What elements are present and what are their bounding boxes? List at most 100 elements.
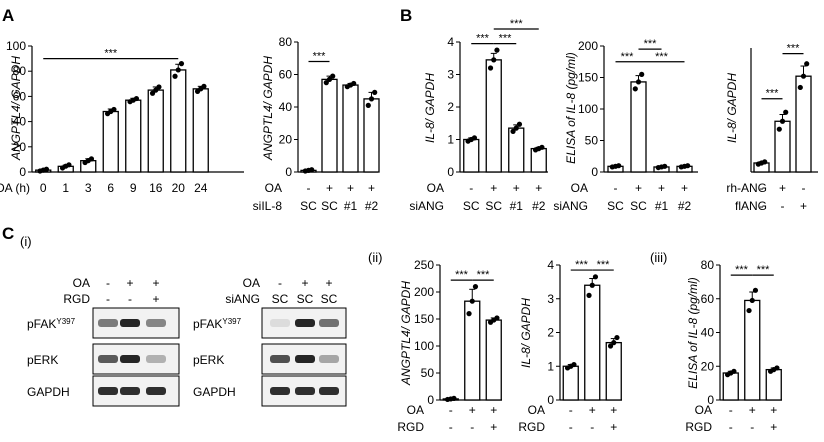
condition-label: - xyxy=(307,181,311,195)
data-point xyxy=(804,61,810,67)
row-label: OA xyxy=(695,403,712,417)
data-point xyxy=(351,80,357,87)
condition-label: - xyxy=(569,403,573,417)
western-blot1: OA RGD - + + - - + pFAKY397 pERK GAPDH xyxy=(27,276,180,407)
blot-band xyxy=(120,355,140,363)
y-tick-label: 40 xyxy=(279,100,293,114)
data-point xyxy=(88,156,95,162)
blot-band xyxy=(146,319,166,327)
y-tick-label: 0 xyxy=(19,165,26,179)
y-tick-label: 150 xyxy=(414,312,434,326)
band-label-superscript: Y397 xyxy=(222,317,241,326)
condition-label: + xyxy=(610,403,617,417)
blot-band xyxy=(295,387,315,395)
row-label: RGD xyxy=(518,420,545,434)
data-point xyxy=(639,71,645,77)
y-tick-label: 20 xyxy=(701,359,715,373)
data-point xyxy=(571,361,577,368)
data-point xyxy=(471,135,478,141)
sig-label: *** xyxy=(655,51,669,63)
data-point xyxy=(616,163,622,169)
bar xyxy=(102,110,119,173)
data-point xyxy=(172,73,178,79)
bar xyxy=(170,69,187,173)
band-label: GAPDH xyxy=(193,385,236,399)
condition-label: + xyxy=(152,276,159,290)
condition-label: + xyxy=(681,181,688,195)
data-point xyxy=(156,84,162,90)
data-point xyxy=(326,76,333,82)
y-tick-label: 0 xyxy=(591,165,598,179)
data-point xyxy=(632,86,638,92)
y-tick-label: 40 xyxy=(13,115,27,129)
data-point xyxy=(731,368,737,374)
data-point xyxy=(201,83,207,89)
data-point xyxy=(494,47,500,53)
bar xyxy=(722,372,739,401)
sig-label: *** xyxy=(477,269,491,281)
condition-label: SC xyxy=(607,199,624,213)
condition-label: + xyxy=(152,292,159,306)
sig-label: *** xyxy=(455,269,469,281)
y-tick-label: 250 xyxy=(414,258,434,272)
data-point xyxy=(178,61,185,67)
y-tick-label: 50 xyxy=(585,134,599,148)
blot-band xyxy=(295,355,315,363)
y-tick-label: 200 xyxy=(414,285,434,299)
data-point xyxy=(494,315,500,321)
condition-label: - xyxy=(781,199,785,213)
x-tick-label: 16 xyxy=(149,181,163,195)
blot-band xyxy=(270,387,290,395)
data-point xyxy=(153,87,159,93)
y-tick-label: 80 xyxy=(279,35,293,49)
row-label: RGD xyxy=(397,420,424,434)
data-point xyxy=(776,126,782,132)
sig-label: *** xyxy=(597,259,611,271)
y-tick-label: 3 xyxy=(547,292,554,306)
row-label: OA xyxy=(265,181,282,195)
data-point xyxy=(372,89,378,95)
x-tick-label: 24 xyxy=(194,181,208,195)
data-point xyxy=(662,163,668,169)
row-label: rh-ANG xyxy=(726,181,767,195)
bar xyxy=(584,284,601,401)
bar xyxy=(562,365,579,401)
blot-band xyxy=(319,355,339,363)
condition-label: - xyxy=(729,403,733,417)
condition-label: + xyxy=(589,403,596,417)
y-tick-label: 0 xyxy=(427,393,434,407)
data-point xyxy=(323,80,329,86)
y-tick-label: 60 xyxy=(279,68,293,82)
y-tick-label: 40 xyxy=(701,326,715,340)
data-point xyxy=(762,159,768,165)
row-label: siIL-8 xyxy=(253,199,283,213)
condition-label: + xyxy=(513,181,520,195)
condition-label: SC xyxy=(272,292,289,306)
data-point xyxy=(516,121,523,127)
condition-label: - xyxy=(760,181,764,195)
condition-label: - xyxy=(760,199,764,213)
bar xyxy=(464,300,481,401)
data-point xyxy=(635,79,642,85)
condition-label: - xyxy=(750,420,754,434)
data-point xyxy=(607,343,614,349)
data-point xyxy=(491,57,497,63)
row-label: OA xyxy=(528,403,545,417)
blot-band xyxy=(295,319,315,327)
condition-label: SC xyxy=(297,292,314,306)
condition-label: SC xyxy=(485,199,502,213)
data-point xyxy=(466,311,472,317)
row-label: RGD xyxy=(685,420,712,434)
bar xyxy=(744,299,761,401)
blots-layer: OA RGD - + + - - + pFAKY397 pERK GAPDH OA siANG - + + SC… xyxy=(27,276,347,407)
data-point xyxy=(797,84,803,91)
y-tick-label: 3 xyxy=(447,68,454,82)
western-blot2: OA siANG - + + SC SC SC pFAKY397 pERK GAPDH xyxy=(193,276,347,407)
condition-label: - xyxy=(278,276,282,290)
bar xyxy=(530,147,547,173)
condition-label: #1 xyxy=(655,199,669,213)
sig-label: *** xyxy=(575,259,589,271)
y-tick-label: 80 xyxy=(701,258,715,272)
band-label: GAPDH xyxy=(27,385,70,399)
condition-label: - xyxy=(449,420,453,434)
